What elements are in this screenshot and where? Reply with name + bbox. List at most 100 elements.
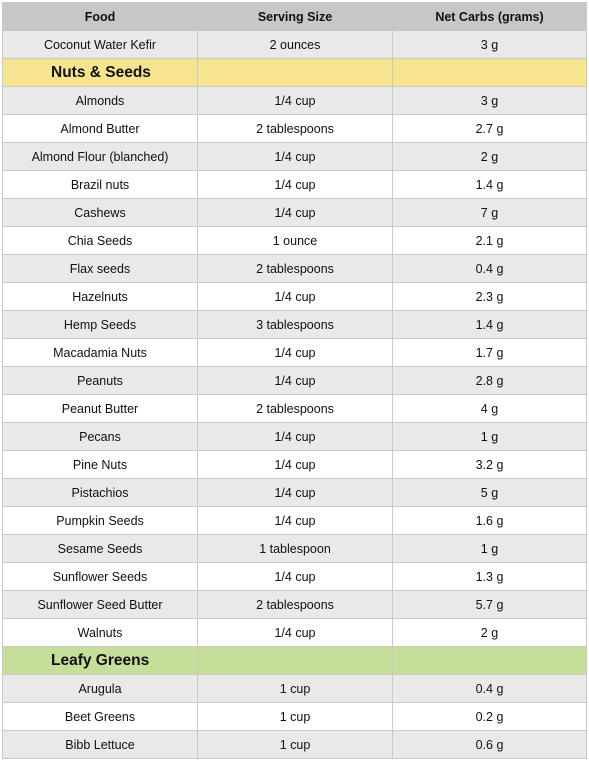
- net-carbs-cell: 0.6 g: [392, 730, 587, 759]
- net-carbs-cell: 2.3 g: [392, 282, 587, 311]
- table-body: Coconut Water Kefir 2 ounces 3 g Nuts & …: [2, 30, 587, 759]
- food-cell: Beet Greens: [2, 702, 198, 731]
- net-carbs-cell: 0.4 g: [392, 674, 587, 703]
- net-carbs-cell: 0.4 g: [392, 254, 587, 283]
- food-cell: Hemp Seeds: [2, 310, 198, 339]
- section-empty-cell: [197, 646, 393, 675]
- table-row: Bibb Lettuce 1 cup 0.6 g: [2, 730, 587, 759]
- net-carbs-cell: 4 g: [392, 394, 587, 423]
- table-row: Macadamia Nuts 1/4 cup 1.7 g: [2, 338, 587, 367]
- section-empty-cell: [392, 646, 587, 675]
- serving-size-cell: 1/4 cup: [197, 478, 393, 507]
- serving-size-cell: 2 tablespoons: [197, 254, 393, 283]
- column-header-food: Food: [2, 2, 198, 31]
- serving-size-cell: 1/4 cup: [197, 142, 393, 171]
- serving-size-cell: 2 tablespoons: [197, 590, 393, 619]
- table-row: Pistachios 1/4 cup 5 g: [2, 478, 587, 507]
- table-row: Sesame Seeds 1 tablespoon 1 g: [2, 534, 587, 563]
- table-row: Coconut Water Kefir 2 ounces 3 g: [2, 30, 587, 59]
- serving-size-cell: 1/4 cup: [197, 282, 393, 311]
- net-carbs-cell: 1.4 g: [392, 310, 587, 339]
- net-carbs-cell: 3 g: [392, 86, 587, 115]
- food-cell: Bibb Lettuce: [2, 730, 198, 759]
- food-cell: Cashews: [2, 198, 198, 227]
- food-cell: Macadamia Nuts: [2, 338, 198, 367]
- table-row: Pine Nuts 1/4 cup 3.2 g: [2, 450, 587, 479]
- serving-size-cell: 1/4 cup: [197, 422, 393, 451]
- food-cell: Almond Butter: [2, 114, 198, 143]
- serving-size-cell: 1 cup: [197, 730, 393, 759]
- table-row: Flax seeds 2 tablespoons 0.4 g: [2, 254, 587, 283]
- net-carbs-cell: 1.6 g: [392, 506, 587, 535]
- serving-size-cell: 1/4 cup: [197, 366, 393, 395]
- table-row: Arugula 1 cup 0.4 g: [2, 674, 587, 703]
- section-header-leafy-greens: Leafy Greens: [2, 646, 587, 675]
- serving-size-cell: 1/4 cup: [197, 170, 393, 199]
- table-row: Pumpkin Seeds 1/4 cup 1.6 g: [2, 506, 587, 535]
- section-title: Nuts & Seeds: [2, 58, 198, 87]
- column-header-serving-size: Serving Size: [197, 2, 393, 31]
- serving-size-cell: 1/4 cup: [197, 86, 393, 115]
- serving-size-cell: 1/4 cup: [197, 338, 393, 367]
- table-row: Pecans 1/4 cup 1 g: [2, 422, 587, 451]
- serving-size-cell: 1/4 cup: [197, 198, 393, 227]
- table-row: Almond Flour (blanched) 1/4 cup 2 g: [2, 142, 587, 171]
- table-row: Hemp Seeds 3 tablespoons 1.4 g: [2, 310, 587, 339]
- food-cell: Almonds: [2, 86, 198, 115]
- food-cell: Sesame Seeds: [2, 534, 198, 563]
- table-row: Cashews 1/4 cup 7 g: [2, 198, 587, 227]
- table-header: Food Serving Size Net Carbs (grams): [2, 2, 587, 31]
- column-header-net-carbs: Net Carbs (grams): [392, 2, 587, 31]
- food-cell: Pumpkin Seeds: [2, 506, 198, 535]
- net-carbs-table: Food Serving Size Net Carbs (grams) Coco…: [2, 2, 587, 759]
- serving-size-cell: 2 ounces: [197, 30, 393, 59]
- net-carbs-cell: 3.2 g: [392, 450, 587, 479]
- food-cell: Pecans: [2, 422, 198, 451]
- net-carbs-cell: 1.4 g: [392, 170, 587, 199]
- serving-size-cell: 1 cup: [197, 674, 393, 703]
- food-cell: Sunflower Seeds: [2, 562, 198, 591]
- net-carbs-cell: 7 g: [392, 198, 587, 227]
- food-cell: Chia Seeds: [2, 226, 198, 255]
- food-cell: Sunflower Seed Butter: [2, 590, 198, 619]
- table-row: Peanut Butter 2 tablespoons 4 g: [2, 394, 587, 423]
- food-cell: Pine Nuts: [2, 450, 198, 479]
- serving-size-cell: 1 ounce: [197, 226, 393, 255]
- food-cell: Peanut Butter: [2, 394, 198, 423]
- net-carbs-cell: 3 g: [392, 30, 587, 59]
- food-cell: Peanuts: [2, 366, 198, 395]
- food-cell: Pistachios: [2, 478, 198, 507]
- serving-size-cell: 1/4 cup: [197, 450, 393, 479]
- net-carbs-cell: 5.7 g: [392, 590, 587, 619]
- table-row: Beet Greens 1 cup 0.2 g: [2, 702, 587, 731]
- serving-size-cell: 1 tablespoon: [197, 534, 393, 563]
- net-carbs-cell: 2.1 g: [392, 226, 587, 255]
- net-carbs-cell: 2 g: [392, 618, 587, 647]
- table-row: Almonds 1/4 cup 3 g: [2, 86, 587, 115]
- section-header-nuts-seeds: Nuts & Seeds: [2, 58, 587, 87]
- serving-size-cell: 2 tablespoons: [197, 114, 393, 143]
- net-carbs-cell: 5 g: [392, 478, 587, 507]
- serving-size-cell: 3 tablespoons: [197, 310, 393, 339]
- net-carbs-cell: 2.8 g: [392, 366, 587, 395]
- table-row: Hazelnuts 1/4 cup 2.3 g: [2, 282, 587, 311]
- table-row: Peanuts 1/4 cup 2.8 g: [2, 366, 587, 395]
- section-title: Leafy Greens: [2, 646, 198, 675]
- header-row: Food Serving Size Net Carbs (grams): [2, 2, 587, 31]
- food-cell: Hazelnuts: [2, 282, 198, 311]
- food-cell: Arugula: [2, 674, 198, 703]
- net-carbs-cell: 1 g: [392, 534, 587, 563]
- food-cell: Coconut Water Kefir: [2, 30, 198, 59]
- serving-size-cell: 1/4 cup: [197, 506, 393, 535]
- food-cell: Brazil nuts: [2, 170, 198, 199]
- serving-size-cell: 1/4 cup: [197, 618, 393, 647]
- table-row: Sunflower Seed Butter 2 tablespoons 5.7 …: [2, 590, 587, 619]
- net-carbs-cell: 1.7 g: [392, 338, 587, 367]
- table-row: Brazil nuts 1/4 cup 1.4 g: [2, 170, 587, 199]
- food-cell: Almond Flour (blanched): [2, 142, 198, 171]
- net-carbs-cell: 2.7 g: [392, 114, 587, 143]
- net-carbs-cell: 1.3 g: [392, 562, 587, 591]
- net-carbs-cell: 1 g: [392, 422, 587, 451]
- net-carbs-cell: 0.2 g: [392, 702, 587, 731]
